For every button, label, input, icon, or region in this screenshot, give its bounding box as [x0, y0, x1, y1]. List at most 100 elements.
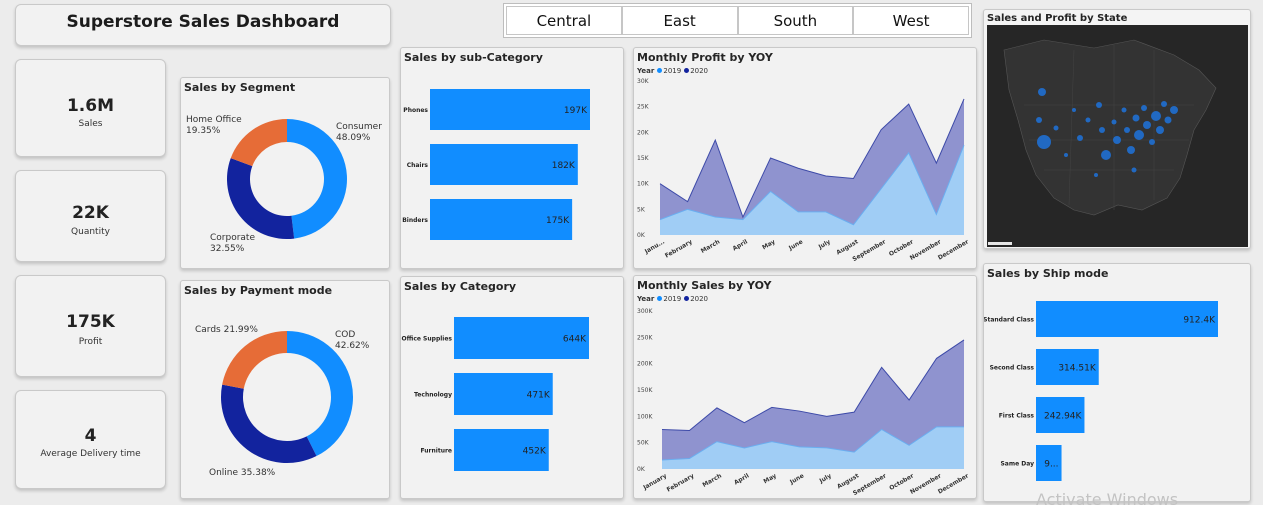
category-bar-2[interactable] [454, 429, 549, 471]
kpi-quantity-card[interactable]: 22K Quantity [15, 170, 166, 262]
kpi-profit-label: Profit [78, 337, 103, 347]
profit-area-2020 [660, 145, 964, 235]
ship-bar-1[interactable] [1036, 349, 1099, 385]
subcategory-category-label-2: Binders [402, 217, 428, 224]
kpi-sales-card[interactable]: 1.6M Sales [15, 59, 166, 157]
profit-ytick-2: 10K [637, 181, 650, 188]
category-bar-chart[interactable]: Office Supplies 644K Technology 471K Furnitu… [401, 277, 624, 499]
map-bubble-25 [1131, 167, 1137, 173]
sales-xtick-3: April [733, 472, 750, 486]
segment-slice-consumer[interactable] [287, 119, 347, 239]
ship-bar-3[interactable] [1036, 445, 1062, 481]
ship-category-label-3: Same Day [1000, 461, 1034, 468]
payment-panel[interactable]: Sales by Payment mode COD 42.62% Online 35… [180, 280, 390, 499]
segment-title: Sales by Segment [184, 81, 296, 94]
region-west-button[interactable]: West [853, 6, 969, 35]
sales-line-2020 [661, 426, 964, 461]
ship-value-label-3: 9... [1044, 460, 1058, 470]
category-panel[interactable]: Sales by Category Office Supplies 644K Tec… [400, 276, 624, 499]
profit-xtick-11: December [937, 238, 970, 261]
map-panel[interactable]: Sales and Profit by State [983, 9, 1251, 249]
profit-yoy-area-chart[interactable]: 0K 5K 10K 15K 20K 25K 30K Janu...February March A… [634, 48, 977, 269]
sales-xtick-6: July [818, 472, 833, 485]
payment-label-name-2: Cards [195, 325, 224, 335]
segment-slice-home-office[interactable] [230, 119, 287, 167]
subcategory-bar-2[interactable] [430, 199, 573, 240]
sales-ytick-4: 200K [637, 361, 653, 368]
map-bubble-12 [1121, 107, 1127, 113]
payment-slice-online[interactable] [221, 384, 317, 463]
sales-yoy-panel[interactable]: Monthly Sales by YOY Year 2019 2020 0K 50K 1… [633, 275, 977, 499]
subcategory-panel[interactable]: Sales by sub-Category Phones 197K Chairs 18… [400, 47, 624, 269]
subcategory-bar-chart[interactable]: Phones 197K Chairs 182K Binders 175K [401, 48, 624, 269]
sales-xtick-2: March [701, 472, 723, 488]
sales-yoy-legend: Year 2019 2020 [637, 295, 708, 303]
region-central-button[interactable]: Central [506, 6, 622, 35]
sales-yoy-title: Monthly Sales by YOY [637, 279, 772, 292]
title-card: Superstore Sales Dashboard [15, 4, 391, 46]
subcategory-category-label-1: Chairs [407, 162, 429, 169]
payment-slice-cards[interactable] [222, 331, 287, 389]
category-value-label-2: 452K [523, 447, 547, 457]
ship-bar-chart[interactable]: Standard Class 912.4K Second Class 314.51K F… [984, 264, 1251, 502]
region-east-button[interactable]: East [621, 6, 738, 35]
map-bubble-5 [1077, 135, 1083, 141]
map-bubble-21 [1156, 126, 1164, 134]
sales-ytick-3: 150K [637, 387, 653, 394]
payment-label-value-1: 35.38% [241, 468, 276, 478]
map-bubble-3 [1053, 125, 1059, 131]
sales-legend-2019: 2019 [663, 295, 682, 303]
sales-yoy-area-chart[interactable]: 0K 50K 100K 150K 200K 250K 300K JanuaryFebruary… [634, 276, 977, 499]
segment-label-value-2: 19.35% [186, 126, 221, 136]
kpi-delivery-card[interactable]: 4 Average Delivery time [15, 390, 166, 489]
map-bubble-13 [1124, 127, 1130, 133]
map-bubble-15 [1132, 114, 1140, 122]
ship-bar-2[interactable] [1036, 397, 1085, 433]
profit-line-2020 [659, 144, 965, 226]
profit-yoy-panel[interactable]: Monthly Profit by YOY Year 2019 2020 0K 5K 1… [633, 47, 977, 269]
sales-line-2019 [661, 339, 965, 432]
sales-ytick-2: 100K [637, 413, 653, 420]
profit-ytick-5: 25K [637, 104, 650, 111]
kpi-sales-value: 1.6M [66, 96, 115, 116]
subcategory-value-label-0: 197K [564, 106, 588, 116]
payment-title: Sales by Payment mode [184, 284, 333, 297]
profit-ytick-0: 0K [637, 232, 646, 239]
map-bubble-17 [1141, 105, 1147, 111]
map-bubble-24 [1170, 106, 1178, 114]
region-south-button[interactable]: South [737, 6, 854, 35]
payment-label-1: Online 35.38% [209, 468, 276, 478]
payment-slice-cod[interactable] [287, 331, 353, 457]
map-attribution [988, 242, 1012, 245]
segment-label-name-2: Home Office [186, 115, 242, 125]
segment-slice-corporate[interactable] [227, 158, 295, 240]
map-bubble-27 [1064, 153, 1068, 157]
subcategory-bar-1[interactable] [430, 144, 578, 185]
ship-panel[interactable]: Sales by Ship mode Standard Class 912.4K S… [983, 263, 1251, 502]
category-bar-0[interactable] [454, 317, 589, 359]
segment-panel[interactable]: Sales by Segment Consumer 48.09% Corporate… [180, 77, 390, 269]
map-bubble-2 [1037, 135, 1051, 149]
ship-bar-0[interactable] [1036, 301, 1218, 337]
payment-label-2: Cards 21.99% [195, 325, 258, 335]
sales-legend-2020: 2020 [690, 295, 709, 303]
kpi-profit-value: 175K [66, 312, 115, 332]
subcategory-bar-0[interactable] [430, 89, 590, 130]
map-visual[interactable] [984, 10, 1251, 249]
category-bar-1[interactable] [454, 373, 553, 415]
activate-windows-watermark: Activate Windows [1036, 490, 1179, 505]
map-bubble-22 [1161, 101, 1167, 107]
kpi-profit-card[interactable]: 175K Profit [15, 275, 166, 377]
sales-ytick-0: 0K [637, 466, 646, 473]
segment-label-value-1: 32.55% [210, 244, 245, 254]
map-bubbles [1036, 88, 1178, 177]
category-category-label-0: Office Supplies [402, 336, 453, 343]
profit-ytick-3: 15K [637, 155, 650, 162]
sales-xtick-5: June [788, 472, 805, 486]
map-bubble-18 [1143, 121, 1151, 129]
category-category-label-1: Technology [414, 392, 452, 399]
sales-xtick-0: January [641, 472, 668, 491]
ship-category-label-2: First Class [999, 413, 1035, 420]
